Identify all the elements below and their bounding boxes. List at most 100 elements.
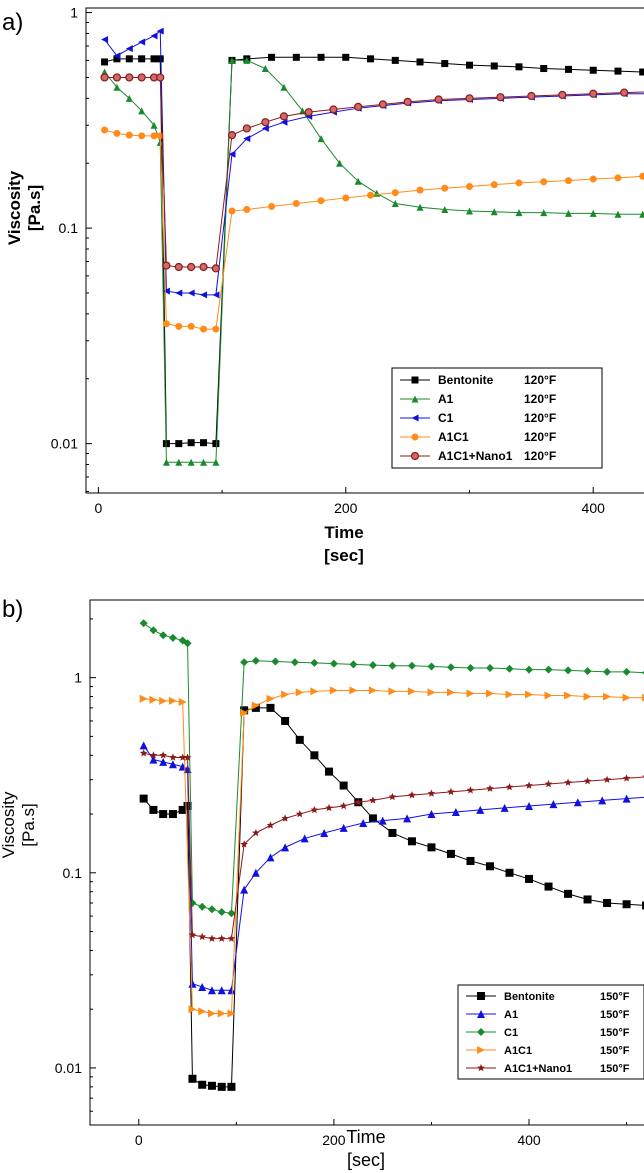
data-point xyxy=(441,205,449,213)
data-point xyxy=(589,66,597,74)
data-point xyxy=(162,320,170,328)
data-point xyxy=(317,197,325,205)
data-point xyxy=(169,753,177,761)
data-point xyxy=(217,934,226,942)
data-point xyxy=(217,1009,226,1018)
data-point xyxy=(292,200,300,208)
data-point xyxy=(212,291,220,299)
data-point xyxy=(525,781,533,789)
data-point xyxy=(183,639,192,648)
series-a1 xyxy=(101,56,644,466)
data-point xyxy=(639,172,644,180)
data-point xyxy=(329,686,338,695)
legend-item: C1 150°F xyxy=(466,1027,630,1039)
data-point xyxy=(138,55,146,63)
legend-item: Bentonite 150°F xyxy=(466,991,630,1003)
series-a1c1 xyxy=(101,126,644,333)
data-point xyxy=(207,986,216,995)
data-point xyxy=(407,837,416,846)
data-point xyxy=(162,287,170,295)
data-point xyxy=(515,179,523,187)
data-point xyxy=(300,834,309,843)
legend-temperature: 150°F xyxy=(600,991,630,1003)
data-point xyxy=(589,175,597,183)
legend-temperature: 150°F xyxy=(600,1045,630,1057)
data-point xyxy=(251,703,260,712)
data-point xyxy=(564,65,572,73)
data-point xyxy=(227,1082,236,1091)
data-point xyxy=(466,786,475,794)
data-point xyxy=(544,691,553,700)
data-point xyxy=(227,1009,236,1018)
data-point xyxy=(558,90,567,99)
data-point xyxy=(540,209,548,217)
plot-frame-b xyxy=(89,599,644,1126)
data-point xyxy=(149,626,158,635)
data-point xyxy=(162,458,170,466)
chart-panel-b: b) 0 200 400 0.01 0.1 1 Viscosity [Pa.s] Time… xyxy=(0,596,644,1170)
data-point xyxy=(349,686,358,695)
y-axis-label-b-line2: [Pa.s] xyxy=(19,803,38,846)
data-point xyxy=(466,182,474,190)
y-axis-label-a-line2: [Pa.s] xyxy=(25,185,44,231)
data-point xyxy=(564,691,573,700)
data-point xyxy=(416,186,424,194)
data-point xyxy=(139,694,148,703)
x-axis-label-b-line2: [sec] xyxy=(347,1150,385,1170)
data-point xyxy=(486,664,494,673)
data-point xyxy=(227,986,236,995)
legend-label: A1C1 xyxy=(504,1045,532,1057)
data-point xyxy=(525,801,534,810)
data-point xyxy=(427,789,436,797)
data-point xyxy=(139,741,148,750)
data-point xyxy=(614,174,622,182)
data-point xyxy=(138,132,146,140)
series-bentonite xyxy=(139,703,644,1091)
data-point xyxy=(149,751,158,759)
y-axis-label-a-line1: Viscosity xyxy=(5,170,24,245)
data-point xyxy=(622,900,631,909)
data-point xyxy=(175,440,183,448)
data-point xyxy=(212,325,220,333)
data-point xyxy=(261,124,269,132)
panel-label-a: a) xyxy=(2,9,23,36)
data-point xyxy=(354,177,362,185)
data-point xyxy=(212,440,220,448)
data-point xyxy=(100,73,109,82)
data-point xyxy=(325,767,334,776)
data-point xyxy=(388,687,397,696)
data-point xyxy=(125,73,134,82)
legend-item: A1C1+Nano1 150°F xyxy=(466,1063,630,1075)
data-point xyxy=(198,1080,207,1089)
data-point xyxy=(583,667,592,676)
data-point xyxy=(168,810,177,819)
data-point xyxy=(227,934,236,942)
legend-label: A1C1+Nano1 xyxy=(504,1063,572,1075)
series-a1c1 xyxy=(139,686,644,1018)
data-point xyxy=(354,102,363,112)
data-point xyxy=(564,889,573,898)
data-point xyxy=(200,458,208,466)
data-point xyxy=(525,874,534,883)
y-axis-label-b-line1: Viscosity xyxy=(0,791,18,858)
data-point xyxy=(159,810,168,819)
data-point xyxy=(187,439,195,447)
data-point xyxy=(290,658,299,667)
data-point xyxy=(583,895,592,904)
data-point xyxy=(622,794,631,803)
data-point xyxy=(447,787,455,796)
data-point xyxy=(466,856,475,865)
series-a1c1-nano1 xyxy=(139,749,644,942)
chart-panel-a: a) 0 200 400 0.01 0.1 1 Viscosity [Pa.s] Time… xyxy=(2,5,644,565)
data-point xyxy=(505,690,514,699)
data-point xyxy=(329,659,338,668)
data-point xyxy=(168,633,177,642)
data-point xyxy=(525,690,534,699)
legend-label: A1 xyxy=(438,392,454,406)
data-point xyxy=(188,1074,197,1083)
data-point xyxy=(349,660,358,669)
data-point xyxy=(639,210,644,218)
legend-temperature: 120°F xyxy=(524,449,556,463)
data-point xyxy=(339,823,348,832)
data-point xyxy=(200,439,208,447)
